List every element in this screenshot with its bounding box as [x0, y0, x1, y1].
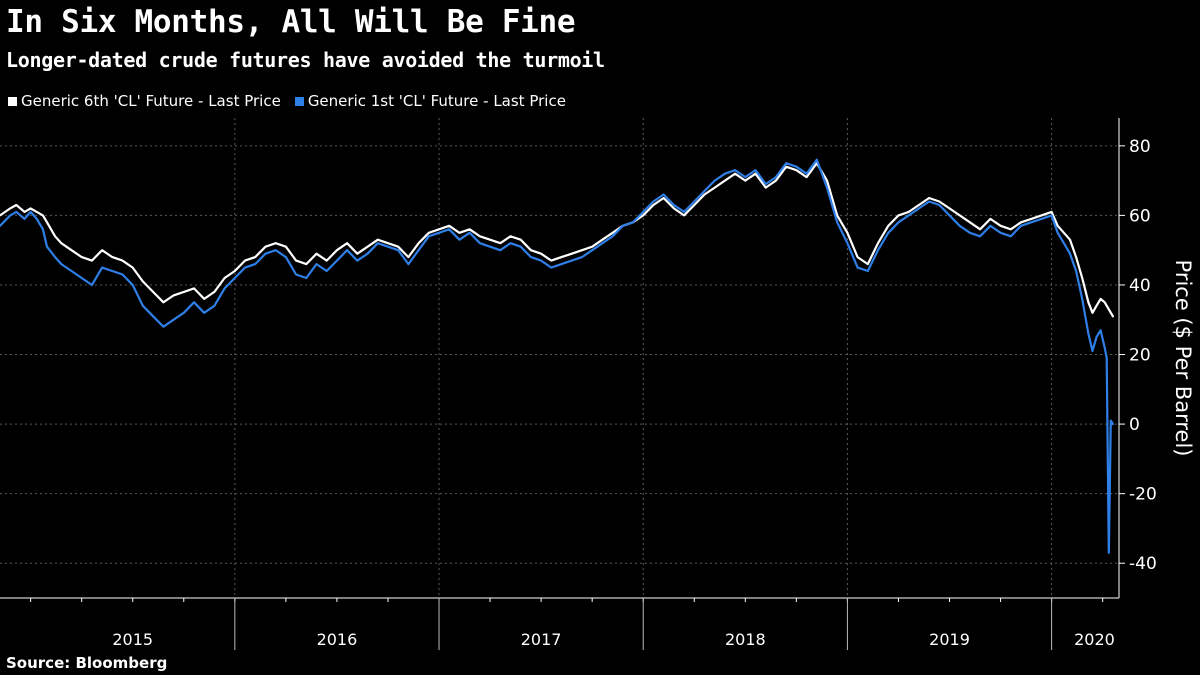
series-line-6th-future	[0, 162, 1115, 318]
x-tick-label: 2018	[725, 630, 766, 649]
source-note: Source: Bloomberg	[6, 654, 168, 672]
legend-label-1st-future: Generic 1st 'CL' Future - Last Price	[307, 92, 566, 110]
y-tick-label: 0	[1129, 415, 1140, 435]
legend-item-6th-future: Generic 6th 'CL' Future - Last Price	[8, 91, 281, 111]
x-tick-label: 2019	[929, 630, 970, 649]
y-tick-label: 60	[1129, 206, 1151, 226]
x-tick-label: 2020	[1074, 630, 1115, 649]
y-tick-label: 20	[1129, 346, 1151, 366]
legend-label-6th-future: Generic 6th 'CL' Future - Last Price	[21, 92, 281, 110]
y-tick-label: -20	[1129, 485, 1157, 505]
legend-swatch-blue	[294, 96, 304, 106]
legend-item-1st-future: Generic 1st 'CL' Future - Last Price	[294, 91, 566, 111]
chart-title: In Six Months, All Will Be Fine	[6, 4, 576, 40]
y-axis-label: Price ($ Per Barrel)	[1171, 260, 1195, 457]
series-line-1st-future	[0, 158, 1115, 554]
x-tick-label: 2015	[112, 630, 153, 649]
x-tick-label: 2017	[521, 630, 562, 649]
legend-swatch-white	[8, 96, 17, 106]
y-tick-label: 40	[1129, 276, 1151, 296]
chart-legend: Generic 6th 'CL' Future - Last Price Gen…	[8, 91, 566, 111]
y-tick-label: 80	[1129, 137, 1151, 157]
x-tick-label: 2016	[317, 630, 358, 649]
chart-subtitle: Longer-dated crude futures have avoided …	[6, 48, 605, 72]
y-tick-label: -40	[1129, 554, 1157, 574]
